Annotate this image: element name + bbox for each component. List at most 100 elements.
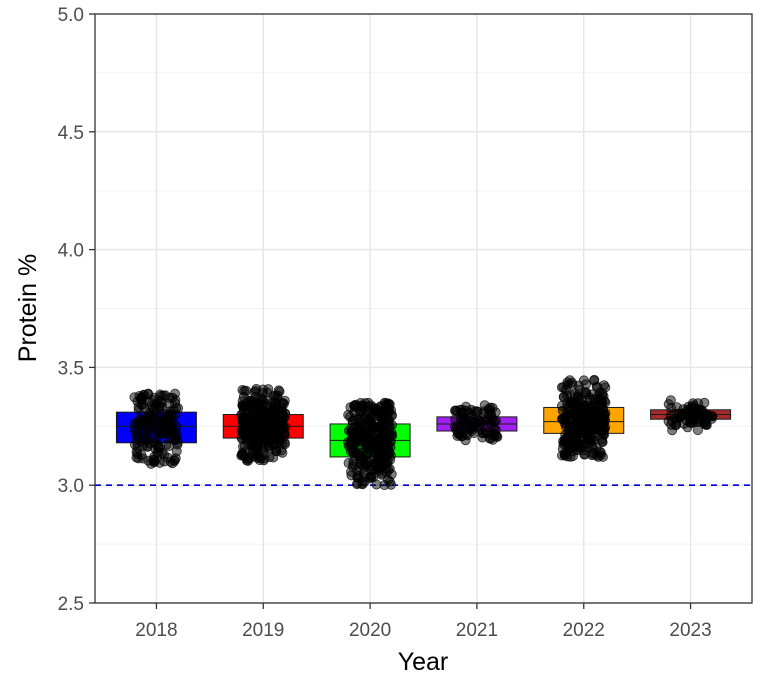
data-point-2022 — [597, 424, 608, 435]
data-point-2020 — [373, 434, 384, 445]
data-point-2019 — [256, 422, 267, 433]
points-group — [129, 374, 718, 490]
data-point-2020 — [348, 440, 359, 451]
data-point-2019 — [238, 411, 249, 422]
data-point-2021 — [471, 406, 482, 417]
data-point-2018 — [163, 440, 174, 451]
data-point-2021 — [455, 414, 466, 425]
data-point-2019 — [257, 414, 268, 425]
data-point-2022 — [576, 442, 587, 453]
data-point-2023 — [666, 419, 677, 430]
data-point-2022 — [564, 420, 575, 431]
data-point-2020 — [348, 456, 359, 467]
x-axis: 2018 2019 2020 2021 2022 2023 — [135, 603, 712, 641]
data-point-2023 — [671, 402, 682, 413]
data-point-2019 — [237, 449, 248, 460]
data-point-2019 — [242, 455, 253, 466]
data-point-2020 — [375, 411, 386, 422]
data-point-2022 — [597, 451, 608, 462]
data-point-2019 — [279, 395, 290, 406]
data-point-2022 — [557, 450, 568, 461]
data-point-2018 — [141, 441, 152, 452]
data-point-2019 — [246, 426, 257, 437]
data-point-2020 — [345, 411, 356, 422]
data-point-2022 — [557, 414, 568, 425]
data-point-2022 — [597, 397, 608, 408]
data-point-2018 — [133, 405, 144, 416]
x-tick-label: 2021 — [456, 620, 498, 641]
data-point-2023 — [692, 425, 703, 436]
data-point-2019 — [274, 431, 285, 442]
data-point-2022 — [566, 377, 577, 388]
data-point-2020 — [361, 459, 372, 470]
data-point-2018 — [156, 428, 167, 439]
data-point-2020 — [383, 403, 394, 414]
data-point-2018 — [164, 432, 175, 443]
y-axis-title: Protein % — [14, 254, 42, 362]
x-tick-label: 2018 — [135, 620, 177, 641]
data-point-2019 — [236, 432, 247, 443]
data-point-2022 — [567, 446, 578, 457]
data-point-2018 — [172, 439, 183, 450]
data-point-2019 — [270, 397, 281, 408]
data-point-2022 — [589, 375, 600, 386]
plot-panel-border — [94, 13, 753, 604]
data-point-2020 — [373, 452, 384, 463]
data-point-2020 — [354, 417, 365, 428]
data-point-2018 — [136, 449, 147, 460]
data-point-2022 — [562, 390, 573, 401]
data-point-2018 — [149, 456, 160, 467]
data-point-2022 — [587, 389, 598, 400]
data-point-2022 — [597, 437, 608, 448]
data-point-2018 — [165, 406, 176, 417]
data-point-2022 — [581, 379, 592, 390]
data-point-2022 — [562, 402, 573, 413]
data-point-2021 — [450, 423, 461, 434]
data-point-2019 — [269, 439, 280, 450]
y-tick-label: 3.5 — [58, 358, 84, 379]
y-axis: 2.5 3.0 3.5 4.0 4.5 5.0 — [58, 5, 95, 615]
data-point-2022 — [556, 382, 567, 393]
data-point-2018 — [167, 392, 178, 403]
data-point-2021 — [465, 424, 476, 435]
x-axis-title: Year — [398, 648, 449, 676]
data-point-2019 — [248, 440, 259, 451]
y-tick-label: 5.0 — [58, 5, 84, 26]
data-point-2019 — [238, 391, 249, 402]
data-point-2020 — [351, 479, 362, 490]
data-point-2019 — [268, 411, 279, 422]
y-tick-label: 2.5 — [58, 594, 84, 615]
data-point-2018 — [164, 419, 175, 430]
data-point-2020 — [381, 462, 392, 473]
y-tick-label: 4.0 — [58, 241, 84, 262]
x-tick-label: 2022 — [563, 620, 605, 641]
data-point-2021 — [490, 407, 501, 418]
data-point-2022 — [598, 406, 609, 417]
data-point-2020 — [361, 443, 372, 454]
data-point-2019 — [251, 383, 262, 394]
data-point-2022 — [571, 407, 582, 418]
data-point-2018 — [145, 409, 156, 420]
data-point-2020 — [380, 430, 391, 441]
y-tick-label: 4.5 — [58, 123, 84, 144]
data-point-2022 — [586, 433, 597, 444]
x-tick-label: 2020 — [349, 620, 391, 641]
data-point-2018 — [162, 452, 173, 463]
x-tick-label: 2023 — [669, 620, 711, 641]
data-point-2020 — [365, 400, 376, 411]
data-point-2018 — [142, 433, 153, 444]
data-point-2021 — [474, 415, 485, 426]
y-tick-label: 3.0 — [58, 476, 84, 497]
data-point-2023 — [665, 395, 676, 406]
data-point-2021 — [486, 418, 497, 429]
data-point-2022 — [597, 387, 608, 398]
data-point-2021 — [492, 431, 503, 442]
data-point-2022 — [583, 410, 594, 421]
data-point-2020 — [384, 476, 395, 487]
data-point-2022 — [586, 449, 597, 460]
data-point-2020 — [357, 430, 368, 441]
data-point-2019 — [278, 410, 289, 421]
data-point-2022 — [568, 434, 579, 445]
